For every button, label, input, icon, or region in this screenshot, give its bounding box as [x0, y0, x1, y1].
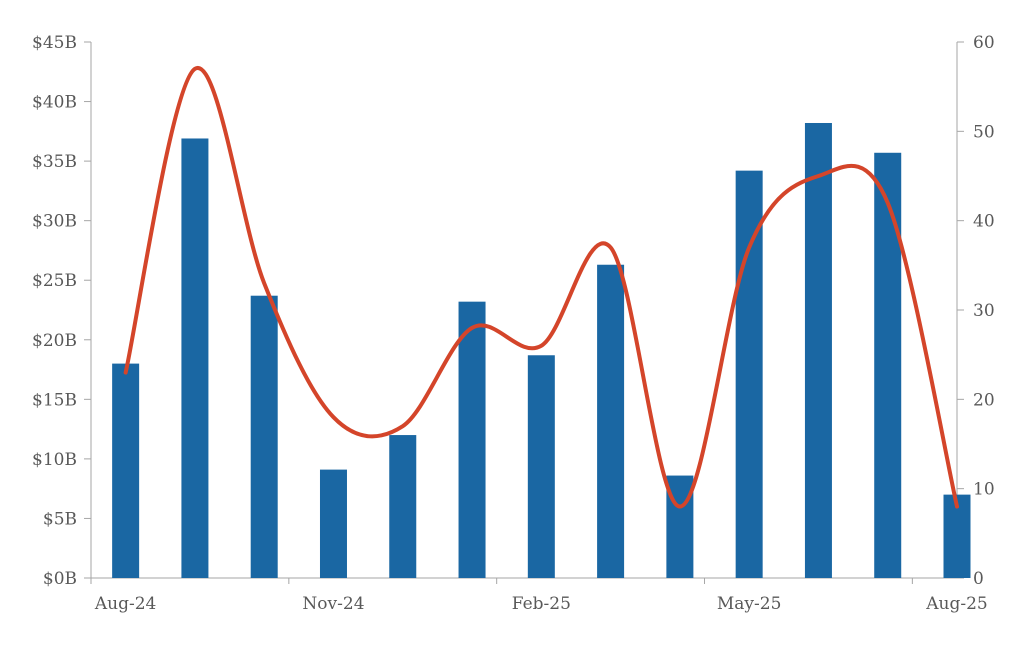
bar-Oct-24: [250, 295, 278, 578]
right-tick-label: 10: [973, 480, 995, 500]
line-series: [123, 66, 959, 509]
left-tick-label: $20B: [32, 331, 77, 351]
bar-Mar-25: [597, 264, 625, 578]
x-tick-label: Feb-25: [512, 594, 571, 614]
left-tick-label: $25B: [32, 271, 77, 291]
left-tick-label: $30B: [32, 212, 77, 232]
bar-May-25: [735, 170, 763, 578]
left-tick-label: $10B: [32, 450, 77, 470]
right-tick-label: 40: [973, 212, 995, 232]
bar-Jul-25: [874, 152, 902, 579]
right-tick-label: 20: [973, 390, 995, 410]
smoothed-line: [123, 66, 959, 509]
bar-Jan-25: [458, 301, 486, 578]
x-tick-label: Aug-24: [94, 594, 156, 614]
left-tick-label: $45B: [32, 33, 77, 53]
left-tick-label: $5B: [43, 509, 77, 529]
bar-Jun-25: [804, 122, 832, 579]
x-axis: Aug-24 Nov-24 Feb-25 May-25 Aug-25: [90, 577, 988, 614]
bar-Dec-24: [389, 435, 417, 578]
right-tick-label: 0: [973, 569, 984, 589]
right-tick-label: 60: [973, 33, 995, 53]
left-tick-label: $35B: [32, 152, 77, 172]
bar-Sep-24: [181, 138, 209, 579]
x-tick-label: Nov-24: [302, 594, 364, 614]
bar-Aug-24: [112, 363, 140, 578]
x-tick-label: Aug-25: [925, 594, 987, 614]
bar-Feb-25: [527, 355, 555, 578]
left-tick-label: $40B: [32, 93, 77, 113]
bar-Nov-24: [319, 469, 347, 578]
x-tick-label: May-25: [717, 594, 782, 614]
right-tick-label: 30: [973, 301, 995, 321]
bar-series: [112, 122, 971, 579]
right-tick-label: 50: [973, 122, 995, 142]
left-y-axis: $0B $5B $10B $15B $20B $25B $30B $35B $40B $45B: [32, 33, 92, 589]
left-tick-label: $15B: [32, 390, 77, 410]
left-tick-label: $0B: [43, 569, 77, 589]
